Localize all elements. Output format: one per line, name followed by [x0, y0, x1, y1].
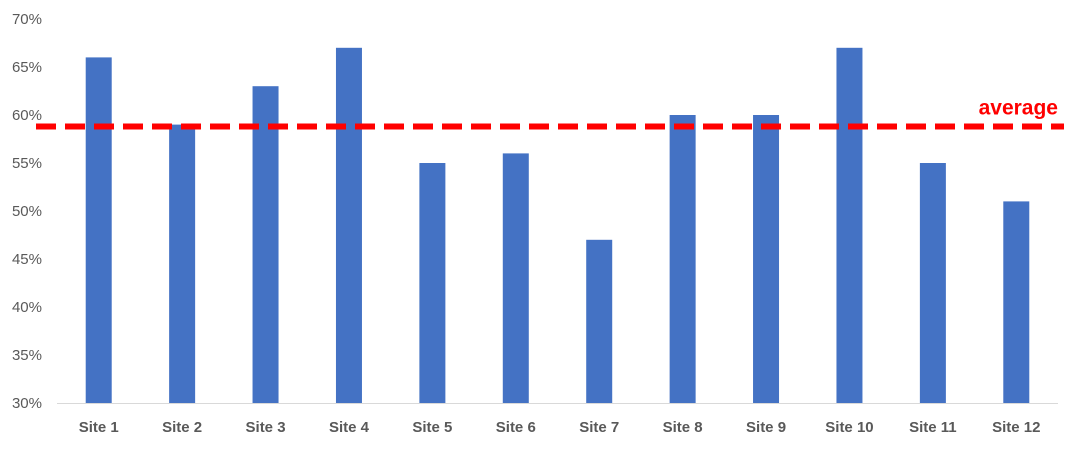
bar	[335, 47, 362, 404]
bar	[252, 86, 279, 403]
bar-series	[85, 47, 1030, 404]
x-tick-label: Site 11	[909, 419, 957, 436]
y-axis-ticks: 30% 35% 40% 45% 50% 55% 60% 65% 70%	[12, 11, 42, 412]
y-tick-label: 70%	[12, 11, 42, 28]
bar	[919, 163, 946, 403]
x-tick-label: Site 10	[825, 419, 873, 436]
y-tick-label: 45%	[12, 251, 42, 268]
bar	[586, 239, 613, 403]
bar	[169, 124, 196, 403]
x-tick-label: Site 7	[579, 419, 619, 436]
bar	[836, 47, 863, 404]
y-tick-label: 55%	[12, 155, 42, 172]
average-label: average	[979, 97, 1058, 120]
bar	[419, 163, 446, 403]
y-tick-label: 65%	[12, 59, 42, 76]
x-tick-label: Site 3	[246, 419, 286, 436]
y-tick-label: 60%	[12, 107, 42, 124]
bar	[85, 57, 112, 404]
x-tick-label: Site 12	[992, 419, 1040, 436]
bar	[669, 115, 696, 403]
x-tick-label: Site 8	[663, 419, 703, 436]
y-tick-label: 35%	[12, 347, 42, 364]
y-tick-label: 30%	[12, 395, 42, 412]
x-tick-label: Site 1	[79, 419, 119, 436]
x-tick-label: Site 5	[412, 419, 452, 436]
x-tick-label: Site 6	[496, 419, 536, 436]
bar	[502, 153, 529, 403]
y-tick-label: 40%	[12, 299, 42, 316]
x-tick-label: Site 2	[162, 419, 202, 436]
x-tick-label: Site 4	[329, 419, 370, 436]
bar	[1003, 201, 1030, 403]
y-tick-label: 50%	[12, 203, 42, 220]
x-tick-label: Site 9	[746, 419, 786, 436]
x-axis-ticks: Site 1 Site 2 Site 3 Site 4 Site 5 Site 6 Site…	[79, 419, 1041, 436]
bar	[753, 115, 780, 403]
